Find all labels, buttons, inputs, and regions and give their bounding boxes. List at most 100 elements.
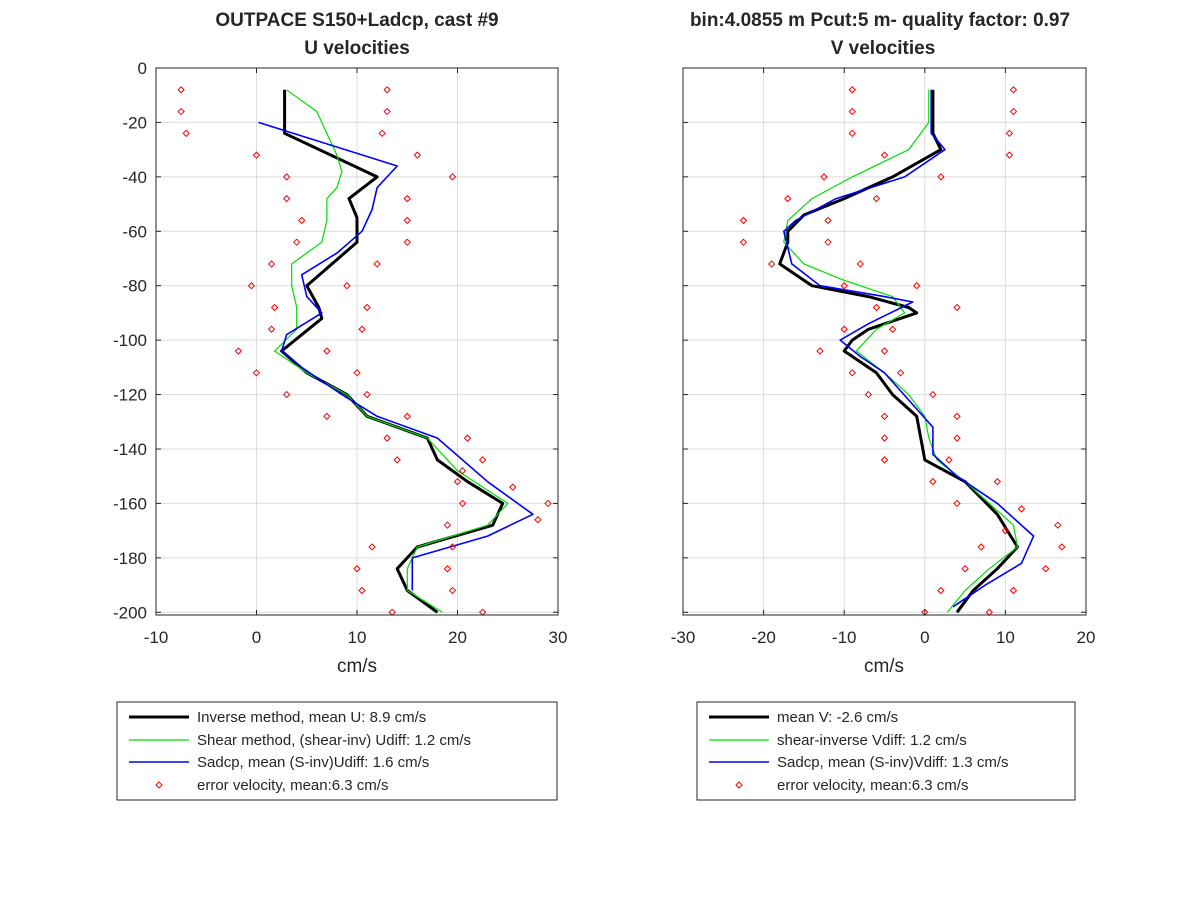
u-series-error-velocity-mean-6-3-cm-s-point xyxy=(353,565,361,573)
u-series-error-velocity-mean-6-3-cm-s-point xyxy=(252,369,261,377)
v-series-error-velocity-mean-6-3-cm-s-point xyxy=(864,390,873,399)
v-series-error-velocity-mean-6-3-cm-s-point xyxy=(840,325,848,333)
v-series-group xyxy=(739,86,1066,616)
u-series-group xyxy=(177,86,552,616)
x-tick-label: -30 xyxy=(671,628,696,647)
u-series-error-velocity-mean-6-3-cm-s-point xyxy=(292,238,301,246)
u-series-error-velocity-mean-6-3-cm-s-point xyxy=(448,543,457,551)
u-series-error-velocity-mean-6-3-cm-s-point xyxy=(252,151,261,159)
v-series-error-velocity-mean-6-3-cm-s-point xyxy=(824,238,832,246)
v-series-error-velocity-mean-6-3-cm-s-point xyxy=(1009,86,1018,94)
x-tick-label: 20 xyxy=(448,628,467,647)
v-series-error-velocity-mean-6-3-cm-s-point xyxy=(872,194,881,203)
y-tick-label: -120 xyxy=(113,386,147,405)
legend-label: Inverse method, mean U: 8.9 cm/s xyxy=(197,709,426,726)
u-legend-box xyxy=(116,701,558,801)
v-series-error-velocity-mean-6-3-cm-s-point xyxy=(880,412,889,421)
u-series-error-velocity-mean-6-3-cm-s-point xyxy=(247,282,256,290)
v-series-error-velocity-mean-6-3-cm-s-point xyxy=(929,390,937,399)
legend-marker xyxy=(735,781,743,789)
v-series-error-velocity-mean-6-3-cm-s-point xyxy=(848,369,856,377)
v-series-error-velocity-mean-6-3-cm-s-point xyxy=(888,325,897,333)
v-series-error-velocity-mean-6-3-cm-s-point xyxy=(848,86,856,94)
y-tick-label: -180 xyxy=(113,549,147,568)
v-series-error-velocity-mean-6-3-cm-s-point xyxy=(1017,505,1026,513)
u-series-error-velocity-mean-6-3-cm-s-point xyxy=(282,390,291,399)
u-series-error-velocity-mean-6-3-cm-s-point xyxy=(282,194,291,203)
legend-label: Sadcp, mean (S-inv)Udiff: 1.6 cm/s xyxy=(197,754,429,771)
y-tick-label: -80 xyxy=(122,277,147,296)
x-tick-label: -10 xyxy=(832,628,857,647)
u-series-error-velocity-mean-6-3-cm-s-point xyxy=(177,107,185,116)
y-tick-label: -140 xyxy=(113,440,147,459)
v-series-error-velocity-mean-6-3-cm-s-point xyxy=(739,216,748,225)
u-series-error-velocity-mean-6-3-cm-s-point xyxy=(509,483,517,491)
u-series-error-velocity-mean-6-3-cm-s-point xyxy=(403,412,411,421)
u-series-error-velocity-mean-6-3-cm-s-point xyxy=(463,434,472,442)
legend-marker xyxy=(155,781,163,789)
v-legend: mean V: -2.6 cm/s shear-inverse Vdiff: 1.… xyxy=(696,701,1076,801)
legend-label: Sadcp, mean (S-inv)Vdiff: 1.3 cm/s xyxy=(777,754,1008,771)
v-series-error-velocity-mean-6-3-cm-s-point xyxy=(816,347,824,355)
y-tick-label: -40 xyxy=(122,168,147,187)
v-series-error-velocity-mean-6-3-cm-s-point xyxy=(1058,543,1066,551)
u-series-error-velocity-mean-6-3-cm-s-point xyxy=(182,129,190,138)
u-series-error-velocity-mean-6-3-cm-s-point xyxy=(383,107,391,116)
u-series-error-velocity-mean-6-3-cm-s-point xyxy=(443,521,452,529)
x-tick-label: 10 xyxy=(348,628,367,647)
v-series-error-velocity-mean-6-3-cm-s-point xyxy=(872,303,881,312)
v-series-error-velocity-mean-6-3-cm-s-point xyxy=(848,107,856,116)
v-series-error-velocity-mean-6-3-cm-s-point xyxy=(1001,526,1010,535)
legend-label: Shear method, (shear-inv) Udiff: 1.2 cm/… xyxy=(197,732,471,749)
u-series-error-velocity-mean-6-3-cm-s-point xyxy=(403,194,411,203)
v-chart-title: bin:4.0855 m Pcut:5 m- quality factor: 0… xyxy=(690,10,1070,31)
v-series-error-velocity-mean-6-3-cm-s-point xyxy=(1054,521,1062,529)
v-series-error-velocity-mean-6-3-cm-s-point xyxy=(977,543,985,551)
x-tick-label: 10 xyxy=(996,628,1015,647)
u-series-error-velocity-mean-6-3-cm-s-point xyxy=(534,516,542,524)
v-series-error-velocity-mean-6-3-cm-s-point xyxy=(856,260,865,268)
u-series-error-velocity-mean-6-3-cm-s-point xyxy=(343,282,351,290)
v-series-error-velocity-mean-6-3-cm-s-point xyxy=(953,499,961,508)
v-series-error-velocity-mean-6-3-cm-s-point xyxy=(767,260,776,268)
v-series-error-velocity-mean-6-3-cm-s-point xyxy=(1009,107,1018,116)
v-series-error-velocity-mean-6-3-cm-s-point xyxy=(953,303,961,312)
v-series-error-velocity-mean-6-3-cm-s-point xyxy=(1041,565,1050,573)
u-series-error-velocity-mean-6-3-cm-s-point xyxy=(358,325,366,333)
v-series-error-velocity-mean-6-3-cm-s-point xyxy=(993,477,1002,486)
v-series-error-velocity-mean-6-3-cm-s-point xyxy=(1005,129,1014,138)
v-series-error-velocity-mean-6-3-cm-s-point xyxy=(953,412,961,421)
u-series-error-velocity-mean-6-3-cm-s-point xyxy=(267,325,276,333)
y-tick-label: -160 xyxy=(113,494,147,513)
v-series-error-velocity-mean-6-3-cm-s-point xyxy=(820,173,828,181)
x-tick-label: 0 xyxy=(252,628,261,647)
u-series-error-velocity-mean-6-3-cm-s-point xyxy=(403,216,411,225)
u-legend: Inverse method, mean U: 8.9 cm/s Shear me… xyxy=(116,701,558,801)
v-series-error-velocity-mean-6-3-cm-s-point xyxy=(929,477,937,486)
v-x-axis-label: cm/s xyxy=(864,656,904,677)
u-series-error-velocity-mean-6-3-cm-s-point xyxy=(458,467,467,475)
u-series-error-velocity-mean-6-3-cm-s-point xyxy=(177,86,185,94)
v-plot-area xyxy=(683,68,1086,615)
v-series-error-velocity-mean-6-3-cm-s-point xyxy=(880,434,889,442)
v-series-error-velocity-mean-6-3-cm-s-point xyxy=(840,282,848,290)
legend-label: error velocity, mean:6.3 cm/s xyxy=(197,777,388,794)
u-series-error-velocity-mean-6-3-cm-s-point xyxy=(373,260,381,268)
v-series-error-velocity-mean-6-3-cm-s-point xyxy=(784,194,792,203)
u-series-error-velocity-mean-6-3-cm-s-point xyxy=(282,173,291,181)
v-series-error-velocity-mean-6-3-cm-s-point xyxy=(945,456,953,464)
x-tick-label: -10 xyxy=(144,628,169,647)
u-series-error-velocity-mean-6-3-cm-s-point xyxy=(363,390,371,399)
u-series-error-velocity-mean-6-3-cm-s-point xyxy=(353,369,361,377)
v-series-error-velocity-mean-6-3-cm-s-point xyxy=(913,282,921,290)
u-series-error-velocity-mean-6-3-cm-s-point xyxy=(478,456,487,464)
v-series-mean-v-2-6-cm-s-line xyxy=(778,89,1019,614)
u-chart-subtitle: U velocities xyxy=(304,38,410,59)
u-series-error-velocity-mean-6-3-cm-s-point xyxy=(403,238,411,246)
u-series-error-velocity-mean-6-3-cm-s-point xyxy=(363,303,371,312)
v-series-error-velocity-mean-6-3-cm-s-point xyxy=(824,216,832,225)
u-ticks: -10 0 10 20 300-20-40-60-80-100-120-140-160-… xyxy=(113,59,567,647)
v-axes-box xyxy=(682,67,1087,616)
v-series-sadcp-mean-s-inv-vdiff-1-3-cm-s-line xyxy=(782,89,1035,608)
